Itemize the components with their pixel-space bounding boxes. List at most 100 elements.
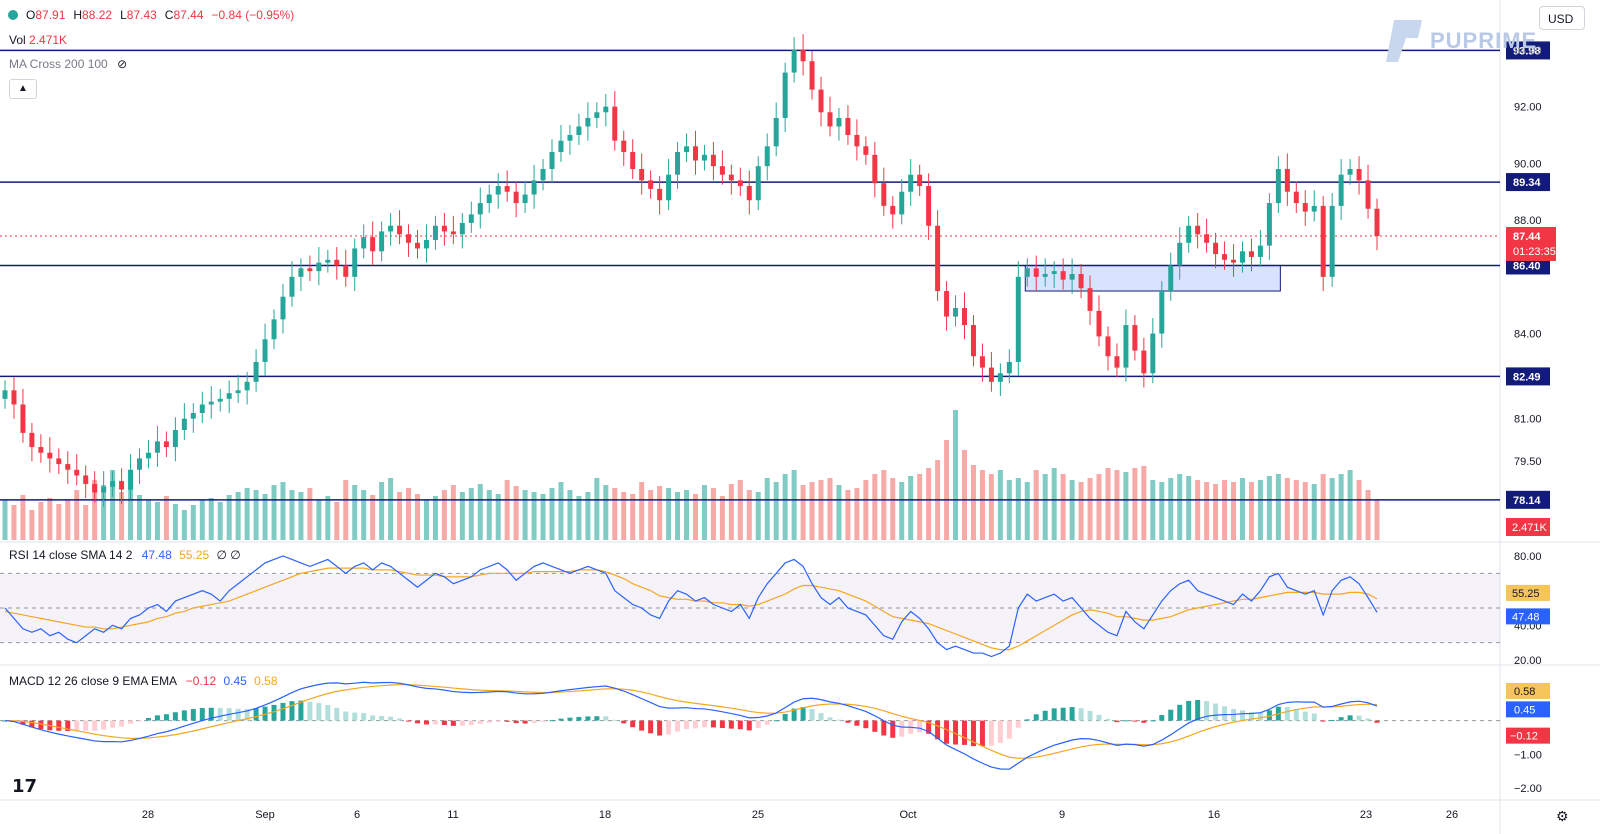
macd-histogram-bar [137, 720, 143, 722]
currency-selector[interactable]: USD [1539, 6, 1585, 30]
candle-body [585, 117, 591, 127]
macd-histogram-bar [1311, 713, 1317, 721]
volume-bar [468, 488, 474, 540]
volume-bar [1222, 480, 1228, 540]
candle-body [1257, 245, 1263, 257]
candle-body [1275, 169, 1281, 204]
macd-histogram-bar [612, 719, 618, 721]
volume-bar [1105, 468, 1111, 540]
macd-histogram-bar [979, 720, 985, 747]
time-axis-label: 18 [599, 809, 611, 821]
volume-bar [962, 450, 968, 540]
collapse-legend-button[interactable]: ▲ [9, 79, 37, 99]
volume-bar [603, 485, 609, 540]
volume-bar [1248, 482, 1254, 540]
volume-bar [1347, 470, 1353, 540]
candle-body [872, 154, 878, 184]
macd-histogram-bar [154, 715, 160, 721]
volume-bar [1087, 478, 1093, 540]
price-tick-label: 81.00 [1514, 414, 1542, 426]
candle-body [854, 134, 860, 147]
volume-bar [1177, 474, 1183, 540]
macd-histogram-bar [1078, 708, 1084, 721]
volume-bar [1284, 478, 1290, 540]
macd-histogram-bar [890, 720, 896, 738]
macd-histogram-bar [1374, 720, 1380, 723]
macd-histogram-bar [1239, 710, 1245, 721]
macd-histogram-bar [244, 709, 250, 721]
ohlc-legend: O87.91 H88.22 L87.43 C87.44 −0.84 (−0.95… [8, 8, 294, 22]
macd-histogram-bar [1069, 707, 1075, 721]
candle-body [845, 117, 851, 135]
macd-histogram-bar [845, 720, 851, 723]
volume-bar [11, 505, 17, 540]
volume-bar [890, 478, 896, 540]
symbol-status-icon [8, 10, 18, 20]
volume-bar [1114, 470, 1120, 540]
volume-bar [621, 492, 627, 540]
macd-histogram-bar [190, 709, 196, 721]
macd-histogram-bar [145, 718, 151, 721]
volume-bar [728, 484, 734, 540]
candle-body [630, 151, 636, 170]
volume-bar [343, 480, 349, 540]
macd-histogram-bar [1006, 720, 1012, 739]
eye-off-icon[interactable]: ⊘ [117, 57, 128, 71]
macd-line [4, 681, 1378, 770]
macd-histogram-bar [917, 720, 923, 733]
macd-histogram-bar [334, 707, 340, 721]
candle-body [163, 441, 169, 448]
macd-histogram-bar [854, 720, 860, 726]
current-price-label-bg [1506, 226, 1556, 261]
chevron-up-icon: ▲ [18, 83, 28, 94]
candle-body [441, 225, 447, 232]
volume-bar [208, 498, 214, 540]
volume-bar [1257, 480, 1263, 540]
volume-bar [388, 478, 394, 540]
macd-histogram-bar [737, 720, 743, 730]
gear-icon[interactable]: ⚙ [1556, 808, 1569, 824]
volume-bar [361, 490, 367, 540]
ma-legend[interactable]: MA Cross 200 100 ⊘ [9, 57, 128, 71]
volume-bar [567, 490, 573, 540]
macd-histogram-bar [379, 716, 385, 721]
macd-histogram-bar [83, 720, 89, 731]
macd-histogram-bar [397, 718, 403, 721]
volume-bar [74, 490, 80, 540]
macd-histogram-bar [1365, 718, 1371, 721]
candle-body [1105, 336, 1111, 357]
macd-histogram-bar [944, 720, 950, 744]
macd-histogram-bar [65, 720, 71, 731]
macd-histogram-bar [361, 713, 367, 721]
volume-bar [675, 492, 681, 540]
candle-body [666, 174, 672, 201]
time-axis-label: 6 [354, 809, 360, 821]
macd-histogram-bar [388, 716, 394, 721]
level-label-bg [1506, 41, 1550, 60]
candle-body [755, 166, 761, 201]
time-axis-label: 26 [1446, 809, 1458, 821]
candle-body [154, 441, 160, 453]
level-label: 89.34 [1513, 177, 1541, 189]
volume-bar [1275, 474, 1281, 540]
candle-body [935, 225, 941, 292]
candle-body [262, 339, 268, 362]
candle-body [486, 194, 492, 204]
candle-body [47, 452, 53, 459]
candle-body [953, 308, 959, 317]
macd-hist-label: −0.12 [1510, 731, 1538, 743]
candle-body [612, 106, 618, 141]
low-value: 87.43 [126, 8, 157, 22]
candle-body [1150, 333, 1156, 374]
time-axis-label: Oct [899, 809, 916, 821]
candle-body [325, 259, 331, 263]
candle-body [782, 72, 788, 118]
macd-histogram-bar [110, 720, 116, 728]
volume-bar [137, 495, 143, 540]
candle-body [244, 381, 250, 391]
volume-bar [1033, 470, 1039, 540]
macd-histogram-bar [289, 701, 295, 721]
candle-body [226, 393, 232, 399]
rsi-tick-label: 20.00 [1514, 655, 1542, 667]
